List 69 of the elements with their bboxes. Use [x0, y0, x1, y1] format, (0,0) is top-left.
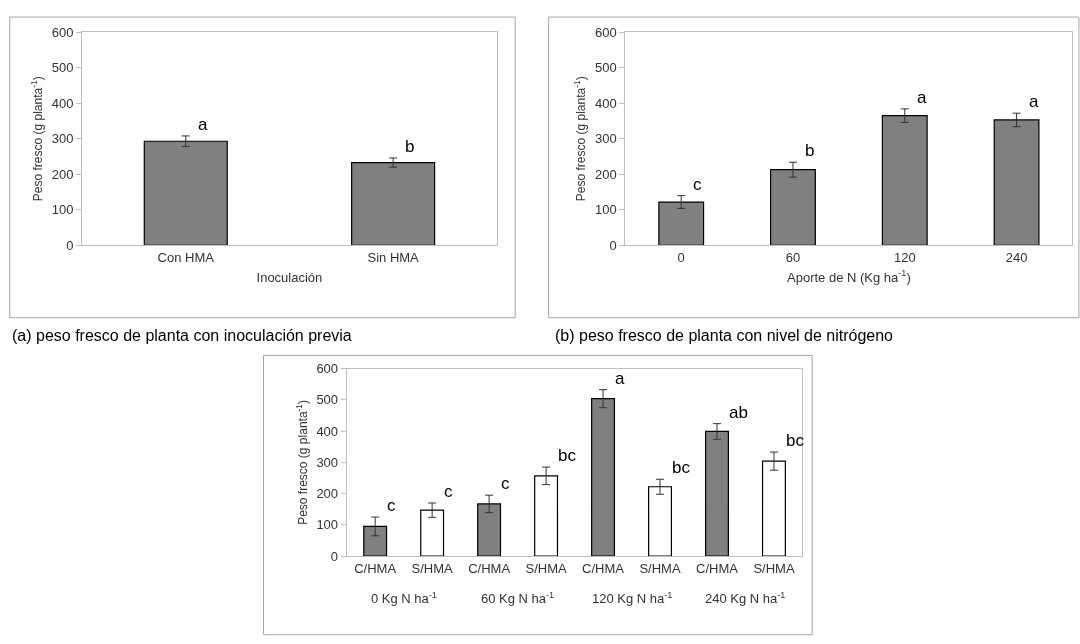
x-tick-label: C/HMA [582, 560, 625, 576]
x-tick-label: Sin HMA [367, 249, 420, 265]
x-axis-title: Inoculación [256, 269, 323, 285]
bar [420, 509, 445, 557]
x-tick-label: S/HMA [411, 560, 454, 576]
text: 120 Kg N ha$^{-1}$ [592, 590, 673, 607]
x-tick-label: S/HMA [753, 560, 795, 576]
y-tick-label: 600 [595, 24, 617, 40]
x-axis-title: Aporte de N (Kg ha$^{-1}$) [787, 268, 911, 285]
bar [648, 486, 673, 557]
y-tick-label: 0 [609, 237, 617, 253]
y-tick-label: 400 [316, 423, 339, 439]
y-tick-label: 100 [316, 517, 339, 533]
data-label: c [693, 175, 702, 194]
x-tick-label: S/HMA [525, 560, 567, 576]
data-label: ab [729, 403, 748, 422]
x-tick-label: 240 [1005, 249, 1028, 265]
bar [704, 430, 729, 557]
data-label: a [917, 88, 927, 107]
data-label: a [615, 369, 625, 388]
data-label: b [405, 137, 415, 156]
y-tick-label: 200 [595, 166, 617, 182]
y-tick-label: 0 [330, 548, 339, 564]
text: 240 Kg N ha$^{-1}$ [705, 590, 786, 607]
bar [881, 115, 928, 246]
y-tick-label: 100 [595, 202, 617, 218]
text: 0 Kg N ha$^{-1}$ [371, 590, 437, 607]
x-tick-label: 0 [677, 249, 685, 265]
y-tick-label: 600 [51, 24, 74, 40]
y-tick-label: 400 [51, 95, 74, 111]
text: (b) peso fresco de planta con nivel de nitrógeno [555, 327, 894, 344]
bar [477, 503, 502, 557]
x-tick-label: 60 [785, 249, 801, 265]
data-label: b [805, 141, 815, 160]
data-label: a [198, 115, 208, 134]
y-tick-label: 500 [51, 60, 74, 76]
y-tick-label: 300 [51, 131, 74, 147]
data-label: bc [672, 458, 691, 477]
y-tick-label: 100 [51, 202, 74, 218]
y-tick-label: 400 [595, 95, 617, 111]
text: (a) peso fresco de planta con inoculación previa [12, 327, 352, 344]
bar [591, 398, 616, 557]
data-label: bc [558, 446, 577, 465]
bar [770, 169, 816, 246]
data-label: c [387, 496, 396, 515]
y-tick-label: 300 [316, 454, 339, 470]
data-label: a [1029, 92, 1039, 111]
y-tick-label: 200 [51, 166, 74, 182]
bar [363, 525, 388, 557]
y-tick-label: 500 [316, 392, 339, 408]
x-tick-label: C/HMA [468, 560, 511, 576]
y-tick-label: 300 [595, 131, 617, 147]
x-tick-label: 120 [893, 249, 916, 265]
data-label: bc [786, 431, 805, 450]
x-tick-label: Con HMA [157, 249, 215, 265]
x-tick-label: C/HMA [354, 560, 397, 576]
bar [658, 201, 705, 246]
y-tick-label: 600 [316, 361, 339, 377]
text: 60 Kg N ha$^{-1}$ [481, 590, 555, 607]
data-label: c [444, 482, 453, 501]
data-label: c [501, 474, 510, 493]
y-tick-label: 200 [316, 486, 339, 502]
bar [534, 475, 559, 557]
y-tick-label: 0 [66, 237, 74, 253]
bar [761, 460, 786, 557]
x-tick-label: C/HMA [696, 560, 739, 576]
x-tick-label: S/HMA [639, 560, 681, 576]
y-tick-label: 500 [595, 60, 617, 76]
bar [993, 119, 1040, 246]
